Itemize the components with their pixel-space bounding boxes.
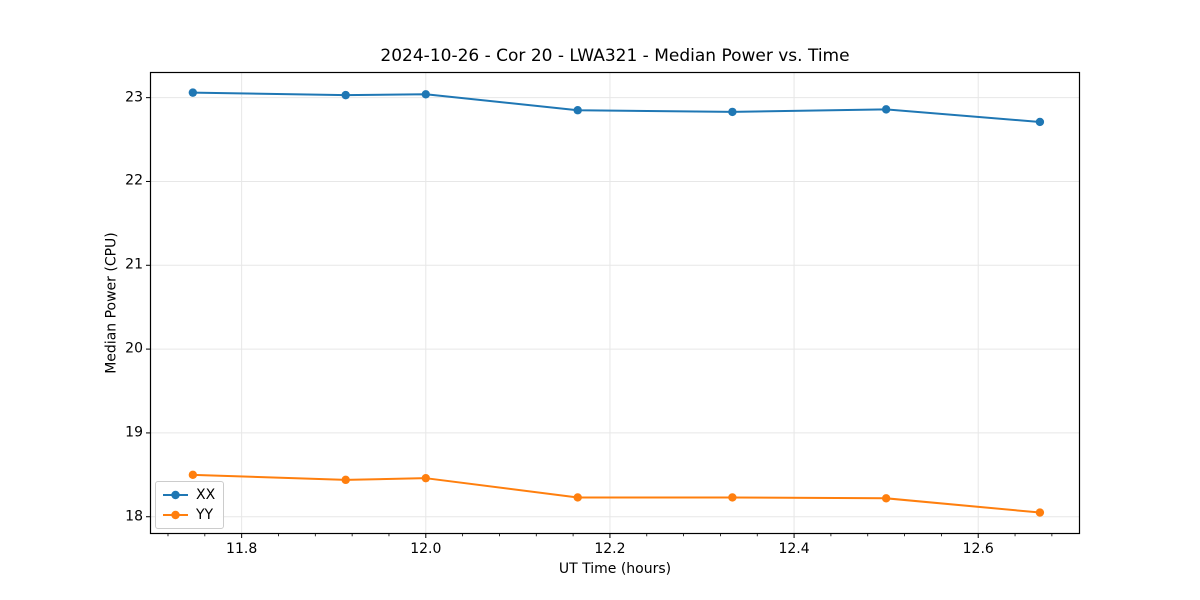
x-tick-label: 12.6	[962, 541, 994, 557]
y-tick-label: 19	[125, 424, 143, 441]
y-tick-label: 21	[125, 256, 143, 273]
data-point-XX	[1035, 117, 1045, 127]
x-axis-label: UT Time (hours)	[558, 561, 672, 577]
legend-label: YY	[196, 507, 214, 523]
chart-title: 2024-10-26 - Cor 20 - LWA321 - Median Po…	[380, 46, 850, 66]
data-point-YY	[728, 493, 737, 502]
data-point-YY	[1035, 508, 1045, 517]
x-tick-label: 11.8	[226, 541, 258, 557]
x-tick-label: 12.4	[778, 541, 810, 557]
legend-item-XX: XX	[163, 486, 215, 504]
data-point-YY	[881, 494, 891, 503]
legend-item-YY: YY	[163, 506, 215, 524]
data-point-YY	[341, 475, 350, 485]
data-point-YY	[188, 470, 198, 480]
data-point-XX	[728, 107, 737, 117]
legend-swatch-icon	[163, 490, 188, 500]
legend: XX YY	[155, 481, 225, 529]
y-tick-label: 22	[125, 172, 143, 189]
x-tick-label: 12.0	[410, 541, 442, 557]
data-point-XX	[188, 88, 198, 97]
x-tick-label: 12.2	[594, 541, 626, 557]
data-point-XX	[341, 90, 350, 100]
legend-swatch-icon	[163, 510, 188, 520]
data-point-XX	[881, 105, 891, 114]
y-tick-label: 18	[125, 508, 143, 525]
data-point-YY	[421, 473, 430, 483]
data-point-YY	[573, 493, 582, 502]
axes-spines	[149, 71, 1081, 535]
data-point-XX	[421, 90, 430, 99]
legend-label: XX	[196, 487, 216, 503]
y-tick-label: 23	[125, 89, 143, 106]
plot-area: XX YY	[150, 72, 1080, 534]
data-point-XX	[573, 106, 582, 115]
y-tick-label: 20	[125, 340, 143, 357]
